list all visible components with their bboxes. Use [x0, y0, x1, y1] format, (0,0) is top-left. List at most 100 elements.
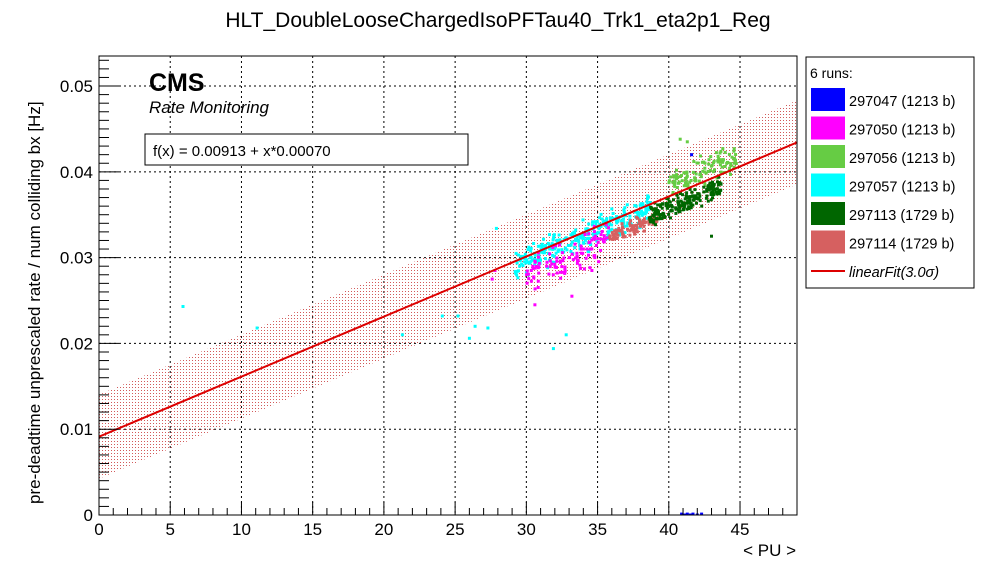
data-point	[537, 253, 541, 257]
data-point	[569, 233, 573, 237]
data-point	[607, 226, 610, 230]
data-point	[638, 218, 642, 222]
data-point	[632, 225, 636, 229]
data-point	[587, 241, 591, 245]
data-point	[536, 259, 540, 263]
data-point	[702, 190, 706, 194]
data-point	[692, 160, 696, 163]
data-point	[719, 182, 723, 186]
data-point	[525, 273, 529, 277]
legend-fit-label: linearFit(3.0σ)	[849, 265, 939, 281]
data-point	[638, 203, 642, 207]
data-point	[678, 175, 682, 179]
data-point	[654, 212, 658, 216]
data-point	[721, 147, 725, 151]
data-point	[593, 230, 596, 234]
data-point	[400, 333, 404, 337]
data-point	[531, 264, 535, 268]
data-point	[678, 210, 682, 213]
chart-title: HLT_DoubleLooseChargedIsoPFTau40_Trk1_et…	[225, 9, 770, 32]
data-point	[654, 223, 657, 227]
data-point	[576, 238, 580, 242]
data-point	[629, 224, 633, 228]
data-point	[635, 230, 639, 234]
data-point	[565, 248, 569, 252]
data-point	[569, 243, 573, 247]
data-point	[732, 165, 736, 169]
data-point	[655, 219, 659, 223]
data-point	[613, 235, 617, 239]
data-point	[710, 234, 713, 238]
data-point	[611, 216, 615, 220]
x-tick-label: 10	[232, 520, 251, 539]
data-point	[628, 233, 632, 237]
data-point	[574, 256, 577, 260]
data-point	[696, 161, 700, 165]
data-point	[703, 181, 707, 185]
data-point	[579, 266, 582, 270]
data-point	[596, 240, 600, 244]
data-point	[658, 215, 662, 219]
data-point	[667, 199, 671, 203]
data-point	[701, 169, 705, 173]
data-point	[727, 152, 731, 156]
data-point	[551, 273, 555, 277]
data-point	[691, 170, 695, 174]
data-point	[494, 226, 498, 230]
data-point	[716, 183, 720, 187]
data-point	[712, 184, 716, 188]
data-point	[686, 195, 690, 199]
data-point	[593, 234, 597, 238]
data-point	[705, 194, 709, 198]
data-point	[554, 251, 558, 255]
data-point	[633, 210, 637, 214]
data-point	[593, 220, 597, 224]
data-point	[548, 259, 552, 263]
data-point	[537, 271, 541, 275]
data-point	[652, 214, 656, 218]
legend-label: 297050 (1213 b)	[849, 123, 955, 139]
data-point	[591, 232, 595, 236]
data-point	[633, 232, 637, 236]
data-point	[671, 191, 675, 194]
data-point	[708, 181, 712, 185]
data-point	[628, 222, 632, 226]
data-point	[524, 261, 528, 265]
data-point	[723, 150, 727, 154]
data-point	[526, 248, 530, 252]
data-point	[571, 258, 575, 262]
data-point	[661, 202, 665, 206]
data-point	[659, 203, 663, 207]
data-point	[584, 256, 588, 260]
data-point	[685, 512, 689, 515]
data-point	[669, 175, 672, 179]
data-point	[589, 242, 593, 246]
data-point	[645, 210, 649, 214]
data-point	[583, 233, 587, 237]
data-point	[623, 224, 626, 228]
x-tick-label: 45	[731, 520, 750, 539]
data-point	[592, 236, 596, 240]
data-point	[579, 247, 583, 251]
data-point	[594, 232, 598, 236]
data-point	[611, 233, 615, 237]
data-point	[703, 183, 707, 187]
data-point	[581, 251, 585, 255]
data-point	[698, 194, 702, 198]
data-point	[555, 256, 559, 260]
data-point	[532, 242, 536, 245]
data-point	[570, 294, 574, 298]
data-point	[601, 220, 605, 224]
data-point	[529, 246, 533, 250]
data-point	[554, 244, 558, 248]
experiment-label: CMS	[149, 69, 205, 97]
data-point	[606, 221, 610, 225]
data-point	[654, 207, 658, 211]
data-point	[674, 211, 678, 215]
data-point	[595, 220, 599, 223]
data-point	[558, 238, 562, 242]
data-point	[621, 219, 625, 223]
x-tick-label: 30	[517, 520, 536, 539]
data-point	[687, 201, 691, 205]
data-point	[573, 242, 577, 246]
